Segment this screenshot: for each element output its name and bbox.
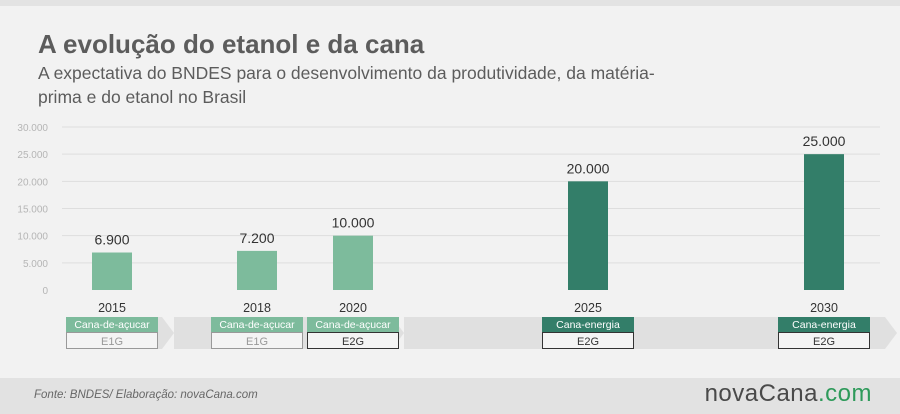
generation-label: E2G [813, 336, 835, 348]
data-label: 6.900 [94, 232, 129, 248]
chart-title: A evolução do etanol e da cana [38, 29, 425, 59]
generation-box [211, 332, 303, 349]
logo-brand: novaCana [704, 380, 818, 407]
generation-box [66, 332, 158, 349]
timeline-band [66, 317, 897, 349]
material-label: Cana-energia [556, 319, 620, 331]
generation-box [542, 332, 634, 349]
footer: Fonte: BNDES/ Elaboração: novaCana.com n… [0, 378, 900, 414]
bars: 6.900 2015 Cana-de-açucar E1G 7.200 2018 Cana-… [66, 133, 870, 349]
y-axis-ticks: 0 5.000 10.000 15.000 20.000 25.000 30.000 [17, 123, 48, 297]
generation-box [307, 332, 399, 349]
bar-chart: 0 5.000 10.000 15.000 20.000 25.000 30.000 6.9… [17, 123, 897, 349]
y-tick-label: 15.000 [17, 205, 48, 216]
material-box [778, 317, 870, 332]
y-tick-label: 0 [42, 286, 48, 297]
novacana-logo: novaCana.com [705, 380, 872, 408]
material-label: Cana-de-açucar [74, 319, 150, 331]
generation-label: E1G [101, 336, 123, 348]
bar [804, 154, 844, 290]
material-box [66, 317, 158, 332]
y-tick-label: 5.000 [23, 259, 48, 270]
y-tick-label: 25.000 [17, 150, 48, 161]
data-label: 20.000 [567, 160, 610, 176]
bar [333, 235, 373, 290]
y-tick-label: 20.000 [17, 177, 48, 188]
material-box [307, 317, 399, 332]
material-box [211, 317, 303, 332]
x-tick-label: 2025 [574, 301, 602, 315]
data-label: 7.200 [239, 230, 274, 246]
timeline-segment [404, 317, 897, 349]
y-tick-label: 10.000 [17, 232, 48, 243]
x-tick-label: 2015 [98, 301, 126, 315]
top-bar [0, 0, 900, 6]
data-label: 25.000 [803, 133, 846, 149]
logo-tld: com [825, 380, 872, 407]
chart-subtitle: A expectativa do BNDES para o desenvolvi… [38, 63, 655, 107]
y-tick-label: 30.000 [17, 123, 48, 134]
logo-dot: . [817, 380, 826, 407]
bar [237, 250, 277, 290]
generation-label: E2G [342, 336, 364, 348]
source-note: Fonte: BNDES/ Elaboração: novaCana.com [34, 389, 258, 401]
material-label: Cana-de-açucar [315, 319, 391, 331]
data-label: 10.000 [332, 215, 375, 231]
bar [92, 252, 132, 290]
material-box [542, 317, 634, 332]
generation-label: E1G [246, 336, 268, 348]
material-label: Cana-de-açucar [219, 319, 295, 331]
generation-label: E2G [577, 336, 599, 348]
x-tick-label: 2030 [810, 301, 838, 315]
x-tick-label: 2018 [243, 301, 271, 315]
x-tick-label: 2020 [339, 301, 367, 315]
material-label: Cana-energia [792, 319, 856, 331]
generation-box [778, 332, 870, 349]
gridlines [62, 126, 880, 264]
bar [568, 181, 608, 290]
